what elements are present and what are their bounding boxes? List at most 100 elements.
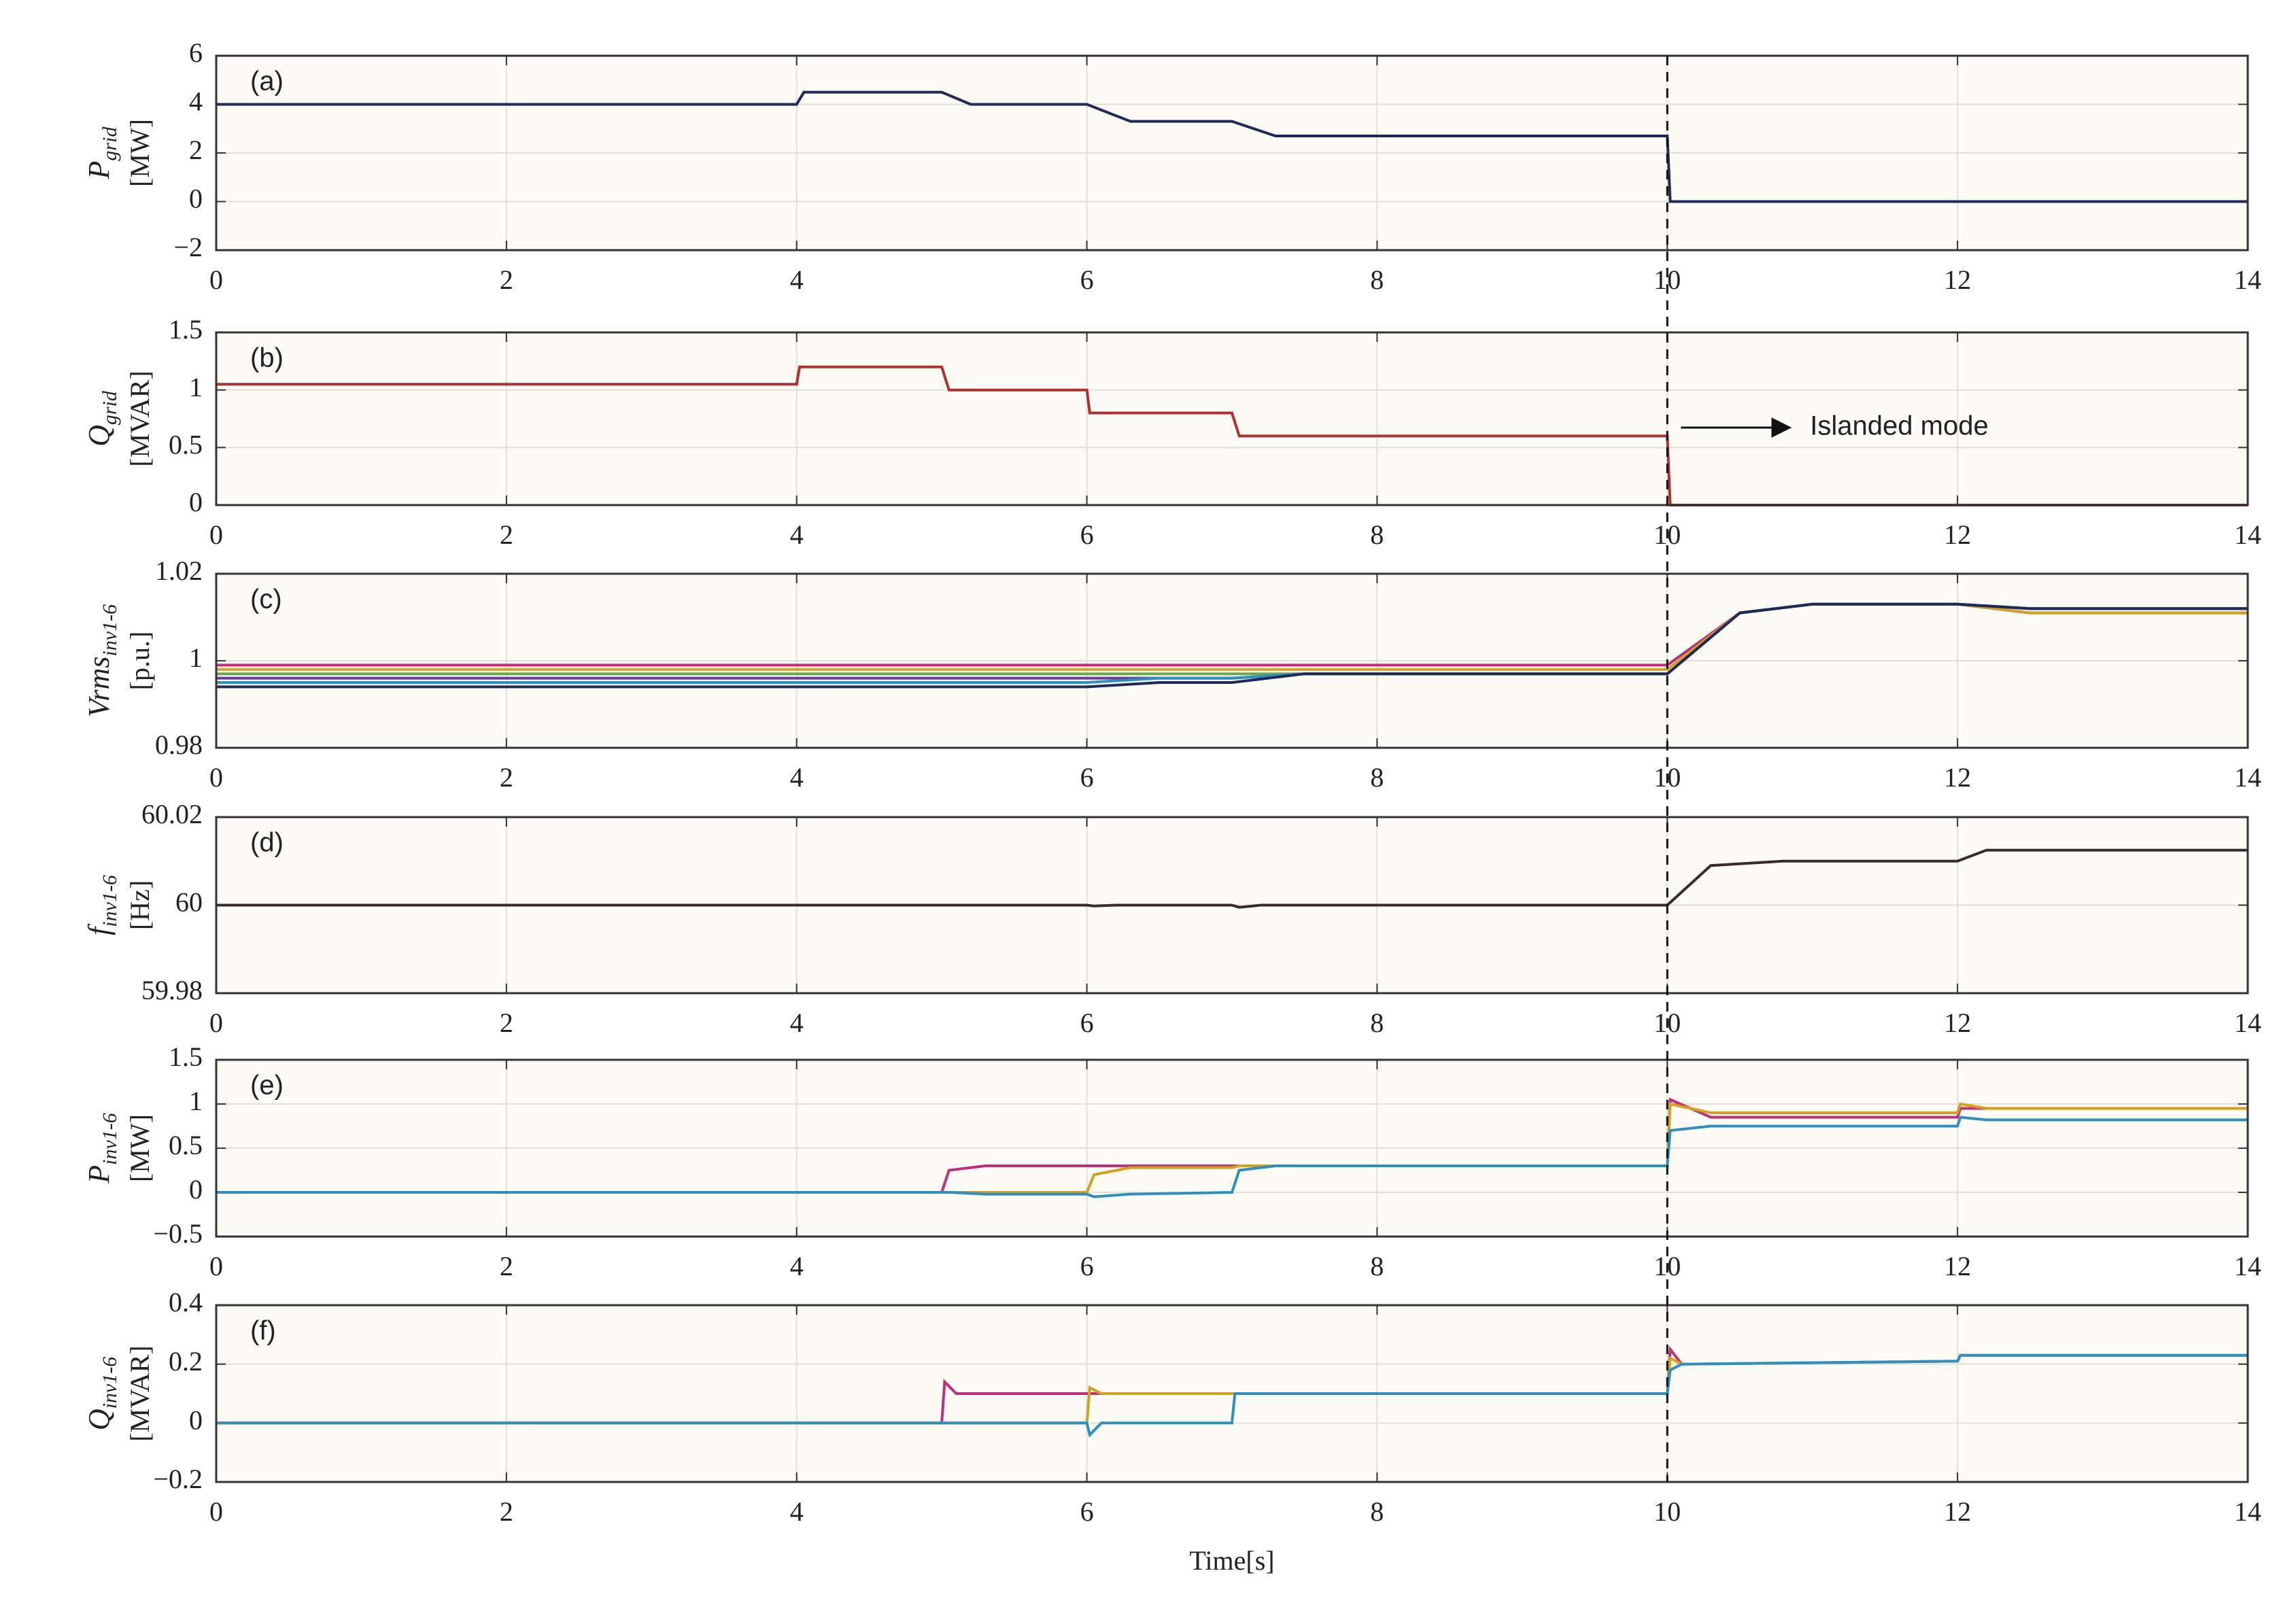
series-line bbox=[216, 602, 2248, 671]
x-tick-label: 8 bbox=[1370, 1496, 1384, 1527]
y-tick-label: 0 bbox=[189, 1174, 203, 1205]
y-axis-unit: [p.u.] bbox=[124, 632, 155, 691]
y-tick-label: 0.5 bbox=[169, 1130, 203, 1160]
series-line bbox=[216, 1353, 2248, 1438]
x-tick-label: 12 bbox=[1944, 1496, 1971, 1527]
series-line bbox=[216, 602, 2248, 689]
x-tick-label: 8 bbox=[1370, 264, 1384, 295]
x-tick-label: 2 bbox=[500, 519, 513, 550]
plot-frame bbox=[215, 1304, 2249, 1483]
panel-label: (e) bbox=[250, 1071, 284, 1101]
x-tick-label: 14 bbox=[2234, 519, 2261, 550]
x-tick-label: 12 bbox=[1944, 1007, 1971, 1038]
y-tick-label: 1 bbox=[189, 1086, 203, 1116]
x-tick-label: 10 bbox=[1654, 1496, 1681, 1527]
x-tick-label: 8 bbox=[1370, 519, 1384, 550]
x-tick-label: 2 bbox=[500, 762, 513, 793]
plot-frame bbox=[215, 816, 2249, 995]
x-tick-label: 12 bbox=[1944, 762, 1971, 793]
panel-label: (c) bbox=[250, 585, 282, 615]
x-tick-label: 12 bbox=[1944, 519, 1971, 550]
y-label-sub: inv1-6 bbox=[99, 1357, 121, 1409]
y-axis-unit: [MVAR] bbox=[124, 1345, 155, 1442]
x-tick-label: 2 bbox=[500, 1251, 513, 1281]
x-tick-label: 2 bbox=[500, 1007, 513, 1038]
x-axis-label: Time[s] bbox=[1189, 1545, 1274, 1576]
x-tick-label: 4 bbox=[790, 1496, 804, 1527]
y-axis-label: Pgrid bbox=[82, 126, 121, 180]
x-tick-label: 14 bbox=[2234, 1496, 2261, 1527]
y-tick-label: 2 bbox=[189, 135, 203, 165]
x-tick-label: 8 bbox=[1370, 1007, 1384, 1038]
x-tick-label: 4 bbox=[790, 762, 804, 793]
y-tick-label: 6 bbox=[189, 37, 203, 68]
y-tick-label: 1 bbox=[189, 642, 203, 673]
y-tick-label: 0 bbox=[189, 487, 203, 517]
y-axis-unit: [MW] bbox=[124, 119, 155, 187]
y-axis-label: Pinv1-6 bbox=[82, 1113, 121, 1184]
x-tick-label: 4 bbox=[790, 1007, 804, 1038]
y-tick-label: 0 bbox=[189, 184, 203, 214]
y-label-sub: grid bbox=[99, 126, 121, 161]
y-axis-label: Vrmsinv1-6 bbox=[82, 604, 121, 717]
plot-frame bbox=[215, 54, 2249, 252]
y-tick-label: 4 bbox=[189, 86, 203, 117]
y-tick-label: 1.02 bbox=[155, 555, 203, 586]
y-tick-label: 0.2 bbox=[169, 1346, 203, 1377]
y-tick-label: 0 bbox=[189, 1405, 203, 1436]
x-tick-label: 6 bbox=[1080, 264, 1094, 295]
x-tick-label: 6 bbox=[1080, 762, 1094, 793]
y-tick-label: 1 bbox=[189, 372, 203, 402]
x-tick-label: 12 bbox=[1944, 264, 1971, 295]
x-tick-label: 0 bbox=[209, 1496, 223, 1527]
y-label-main: Q bbox=[82, 425, 116, 447]
y-tick-label: −0.2 bbox=[153, 1464, 203, 1494]
annotation: Islanded mode bbox=[1810, 411, 1988, 441]
x-tick-label: 0 bbox=[209, 264, 223, 295]
y-axis-label: Qinv1-6 bbox=[82, 1357, 121, 1430]
x-tick-label: 14 bbox=[2234, 264, 2261, 295]
plot-area bbox=[216, 332, 2248, 505]
y-axis-unit: [MVAR] bbox=[124, 370, 155, 467]
y-label-main: P bbox=[82, 161, 116, 180]
x-tick-label: 12 bbox=[1944, 1251, 1971, 1281]
y-label-sub: inv1-6 bbox=[99, 1113, 121, 1165]
y-axis-unit: [Hz] bbox=[124, 880, 155, 930]
panel-label: (a) bbox=[250, 67, 284, 97]
x-tick-label: 14 bbox=[2234, 1007, 2261, 1038]
x-tick-label: 0 bbox=[209, 1007, 223, 1038]
plot-frame bbox=[215, 572, 2249, 749]
y-label-main: P bbox=[82, 1165, 116, 1184]
x-tick-label: 4 bbox=[790, 1251, 804, 1281]
x-tick-label: 6 bbox=[1080, 1007, 1094, 1038]
y-label-sub: inv1-6 bbox=[99, 604, 121, 657]
y-tick-label: 0.5 bbox=[169, 430, 203, 460]
x-tick-label: 4 bbox=[790, 264, 804, 295]
x-tick-label: 8 bbox=[1370, 762, 1384, 793]
x-tick-label: 14 bbox=[2234, 1251, 2261, 1281]
y-tick-label: 59.98 bbox=[141, 975, 203, 1005]
x-tick-label: 6 bbox=[1080, 1496, 1094, 1527]
y-label-main: Q bbox=[82, 1409, 116, 1430]
x-tick-label: 0 bbox=[209, 762, 223, 793]
x-tick-label: 14 bbox=[2234, 762, 2261, 793]
x-tick-label: 0 bbox=[209, 1251, 223, 1281]
y-tick-label: 0.4 bbox=[169, 1287, 203, 1317]
x-tick-label: 2 bbox=[500, 264, 513, 295]
x-tick-label: 4 bbox=[790, 519, 804, 550]
y-label-main: Vrms bbox=[82, 657, 116, 718]
y-axis-label: Qgrid bbox=[82, 390, 121, 447]
y-label-sub: grid bbox=[99, 390, 121, 425]
plot-frame bbox=[215, 331, 2249, 506]
series-line bbox=[216, 1116, 2248, 1198]
x-tick-label: 6 bbox=[1080, 519, 1094, 550]
plot-frame bbox=[215, 1058, 2249, 1238]
x-tick-label: 8 bbox=[1370, 1251, 1384, 1281]
y-tick-label: −0.5 bbox=[153, 1218, 203, 1249]
y-axis-unit: [MW] bbox=[124, 1114, 155, 1182]
y-label-sub: inv1-6 bbox=[99, 875, 121, 927]
y-tick-label: 1.5 bbox=[169, 1041, 203, 1072]
y-tick-label: 0.98 bbox=[155, 729, 203, 760]
x-tick-label: 6 bbox=[1080, 1251, 1094, 1281]
